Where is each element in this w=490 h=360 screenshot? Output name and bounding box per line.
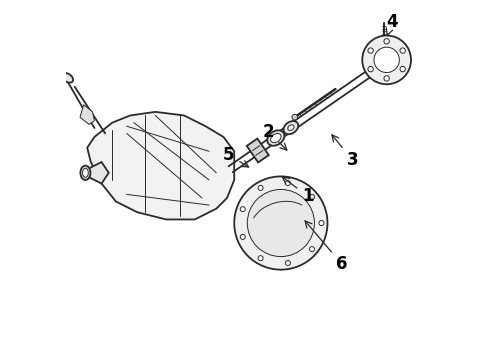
Circle shape [285, 181, 291, 186]
Polygon shape [247, 139, 269, 162]
Text: 1: 1 [282, 177, 314, 205]
Circle shape [258, 185, 263, 190]
Circle shape [362, 36, 411, 84]
Text: 4: 4 [386, 13, 398, 35]
Ellipse shape [284, 121, 298, 134]
Circle shape [384, 76, 390, 81]
Ellipse shape [267, 130, 284, 146]
Text: 2: 2 [263, 123, 287, 150]
Ellipse shape [82, 168, 88, 177]
Circle shape [374, 47, 399, 73]
Circle shape [240, 207, 245, 212]
Circle shape [319, 221, 324, 226]
Circle shape [292, 114, 297, 120]
Ellipse shape [80, 166, 91, 180]
Circle shape [240, 234, 245, 239]
Ellipse shape [62, 73, 73, 83]
Circle shape [309, 247, 315, 252]
Ellipse shape [288, 125, 294, 130]
Circle shape [285, 261, 291, 265]
Circle shape [368, 48, 373, 53]
Text: 6: 6 [305, 221, 347, 273]
Polygon shape [87, 162, 109, 184]
Ellipse shape [270, 134, 281, 143]
Circle shape [247, 189, 315, 257]
Circle shape [309, 194, 315, 199]
Circle shape [384, 39, 390, 44]
Circle shape [234, 176, 327, 270]
Circle shape [368, 67, 373, 72]
Circle shape [400, 67, 405, 72]
Circle shape [400, 48, 405, 53]
Text: 3: 3 [332, 135, 358, 169]
Polygon shape [80, 105, 95, 125]
Text: 5: 5 [223, 146, 248, 167]
Polygon shape [87, 112, 234, 220]
Circle shape [258, 256, 263, 261]
